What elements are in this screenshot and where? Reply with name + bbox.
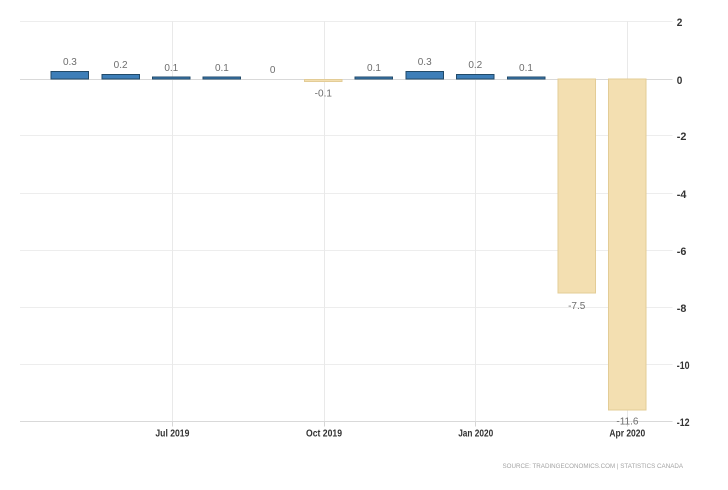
svg-text:0.1: 0.1 — [215, 63, 229, 74]
svg-text:-11.6: -11.6 — [616, 417, 638, 428]
svg-text:0.2: 0.2 — [114, 60, 128, 71]
svg-text:Apr 2020: Apr 2020 — [609, 428, 645, 440]
svg-text:2: 2 — [677, 17, 683, 29]
svg-text:0.2: 0.2 — [468, 60, 482, 71]
svg-text:0.1: 0.1 — [164, 63, 178, 74]
svg-text:-2: -2 — [677, 131, 687, 143]
svg-text:-4: -4 — [677, 189, 687, 201]
svg-text:-10: -10 — [677, 360, 690, 372]
svg-text:-0.1: -0.1 — [315, 89, 333, 100]
svg-text:0.3: 0.3 — [418, 57, 432, 68]
svg-text:-6: -6 — [677, 246, 687, 258]
svg-text:0.1: 0.1 — [519, 63, 533, 74]
svg-text:Jan 2020: Jan 2020 — [458, 428, 493, 440]
svg-text:Jul 2019: Jul 2019 — [155, 428, 189, 440]
svg-text:0.1: 0.1 — [367, 63, 381, 74]
svg-text:-7.5: -7.5 — [568, 301, 586, 312]
svg-text:0: 0 — [677, 75, 683, 87]
svg-text:-8: -8 — [677, 303, 687, 315]
svg-text:SOURCE: TRADINGECONOMICS.COM: SOURCE: TRADINGECONOMICS.COM | STATISTIC… — [503, 464, 684, 470]
svg-text:0: 0 — [270, 65, 276, 76]
svg-text:0.3: 0.3 — [63, 57, 77, 68]
svg-text:-12: -12 — [677, 417, 690, 429]
svg-text:Oct 2019: Oct 2019 — [306, 428, 342, 440]
